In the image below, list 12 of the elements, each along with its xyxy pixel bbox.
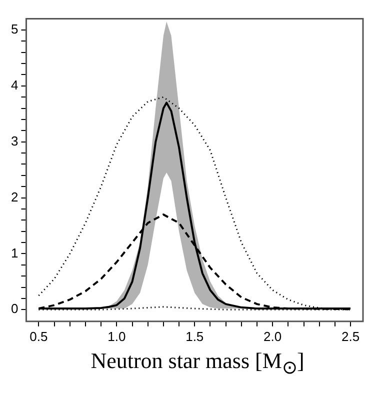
x-tick-label: 2.0	[264, 328, 282, 344]
y-tick-label: 3	[10, 133, 18, 148]
y-tick-label: 2	[10, 189, 18, 204]
x-tick-label: 0.5	[30, 328, 48, 344]
x-tick-label: 1.5	[186, 328, 204, 344]
y-tick-label: 1	[10, 245, 18, 260]
x-axis-title: Neutron star mass [M$_{⊙}$]	[90, 348, 306, 378]
x-tick-label: 1.0	[108, 328, 126, 344]
x-tick-label: 2.5	[341, 328, 360, 344]
y-tick-label: 4	[10, 78, 18, 92]
y-tick-label: 0	[10, 301, 18, 316]
y-tick-label: 5	[10, 22, 18, 37]
